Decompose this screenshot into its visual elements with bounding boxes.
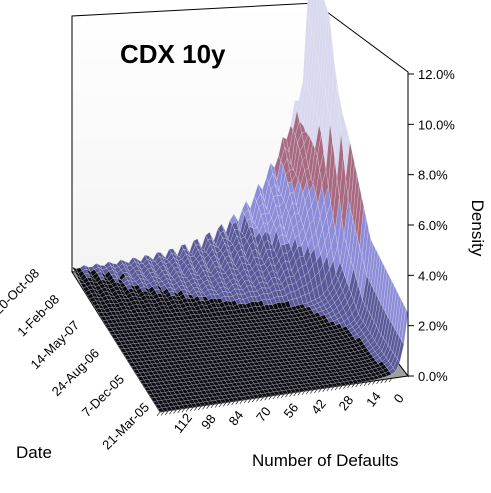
x-minor-tick bbox=[359, 382, 364, 387]
x-minor-tick bbox=[156, 411, 161, 417]
x-minor-tick bbox=[343, 384, 347, 389]
x-minor-tick bbox=[301, 390, 306, 395]
x-tick-label: 70 bbox=[253, 404, 274, 425]
x-minor-tick bbox=[268, 395, 273, 400]
x-axis-label: Number of Defaults bbox=[252, 451, 398, 470]
x-tick-label: 28 bbox=[336, 393, 357, 414]
x-minor-tick bbox=[314, 388, 318, 394]
x-minor-tick bbox=[235, 400, 239, 405]
z-tick-label: 8.0% bbox=[418, 168, 448, 183]
x-tick-label: 14 bbox=[363, 389, 384, 410]
x-minor-tick bbox=[339, 385, 343, 390]
x-minor-tick bbox=[231, 400, 235, 406]
chart-title: CDX 10y bbox=[120, 39, 226, 69]
y-tick-label: 7-Dec-05 bbox=[79, 372, 127, 420]
x-minor-tick bbox=[189, 406, 194, 412]
x-minor-tick bbox=[368, 380, 372, 386]
x-minor-tick bbox=[318, 388, 322, 393]
y-tick-label: 21-Mar-05 bbox=[99, 400, 152, 453]
z-tick-label: 10.0% bbox=[418, 117, 455, 132]
surface-cell bbox=[316, 0, 323, 65]
x-minor-tick bbox=[202, 405, 206, 410]
x-minor-tick bbox=[347, 383, 351, 389]
x-minor-tick bbox=[165, 410, 169, 415]
x-minor-tick bbox=[198, 405, 202, 411]
x-minor-tick bbox=[305, 389, 310, 395]
x-minor-tick bbox=[380, 379, 384, 384]
x-minor-tick bbox=[281, 393, 285, 398]
x-minor-tick bbox=[310, 389, 314, 394]
x-minor-tick bbox=[293, 391, 297, 397]
x-tick-label: 112 bbox=[171, 410, 196, 436]
x-minor-tick bbox=[206, 404, 210, 409]
x-minor-tick bbox=[289, 392, 293, 397]
x-minor-tick bbox=[372, 380, 376, 385]
x-minor-tick bbox=[227, 401, 231, 406]
x-minor-tick bbox=[388, 377, 393, 383]
x-minor-tick bbox=[260, 396, 264, 402]
x-minor-tick bbox=[276, 394, 281, 399]
x-minor-tick bbox=[185, 407, 190, 412]
density-surface bbox=[71, 0, 409, 413]
y-tick-label: 1-Feb-08 bbox=[14, 292, 62, 340]
x-minor-tick bbox=[363, 381, 368, 386]
z-tick-label: 6.0% bbox=[418, 218, 448, 233]
x-minor-tick bbox=[334, 385, 339, 391]
x-tick-label: 0 bbox=[391, 391, 407, 406]
x-minor-tick bbox=[330, 386, 335, 391]
x-minor-tick bbox=[326, 386, 331, 392]
x-minor-tick bbox=[177, 408, 181, 414]
surface-cell bbox=[309, 0, 315, 32]
x-tick-label: 42 bbox=[308, 396, 329, 417]
z-tick-label: 4.0% bbox=[418, 268, 448, 283]
x-minor-tick bbox=[194, 406, 198, 411]
surface-cell bbox=[313, 0, 320, 54]
z-axis: 0.0% 2.0% 4.0% 6.0% 8.0% 10.0% 12.0% bbox=[407, 67, 455, 384]
surface-cell bbox=[311, 0, 318, 42]
x-minor-tick bbox=[376, 379, 380, 385]
x-minor-tick bbox=[218, 402, 223, 408]
x-minor-tick bbox=[243, 399, 248, 404]
x-minor-tick bbox=[173, 409, 177, 414]
x-minor-tick bbox=[355, 382, 360, 388]
x-minor-tick bbox=[239, 399, 244, 405]
x-minor-tick bbox=[272, 394, 277, 400]
x-minor-tick bbox=[181, 408, 186, 413]
x-minor-tick bbox=[351, 383, 355, 388]
x-minor-tick bbox=[322, 387, 326, 392]
z-axis-label: Density bbox=[468, 200, 487, 257]
surface-cell bbox=[306, 0, 311, 22]
x-minor-tick bbox=[223, 402, 227, 407]
x-minor-tick bbox=[285, 392, 289, 398]
x-minor-tick bbox=[160, 411, 165, 416]
x-minor-tick bbox=[214, 403, 219, 408]
x-minor-tick bbox=[297, 391, 302, 396]
z-tick-label: 2.0% bbox=[418, 319, 448, 334]
z-tick-label: 0.0% bbox=[418, 369, 448, 384]
x-minor-tick bbox=[384, 378, 389, 383]
x-minor-tick bbox=[264, 396, 268, 401]
x-tick-label: 98 bbox=[198, 411, 219, 432]
y-axis-label: Date bbox=[16, 443, 52, 462]
x-tick-label: 84 bbox=[226, 408, 247, 429]
x-minor-tick bbox=[252, 397, 256, 403]
x-tick-label: 56 bbox=[281, 400, 302, 421]
z-tick-label: 12.0% bbox=[418, 67, 455, 82]
x-minor-tick bbox=[169, 409, 173, 415]
x-minor-tick bbox=[210, 403, 215, 409]
x-minor-tick bbox=[256, 397, 260, 402]
x-minor-tick bbox=[247, 398, 252, 403]
